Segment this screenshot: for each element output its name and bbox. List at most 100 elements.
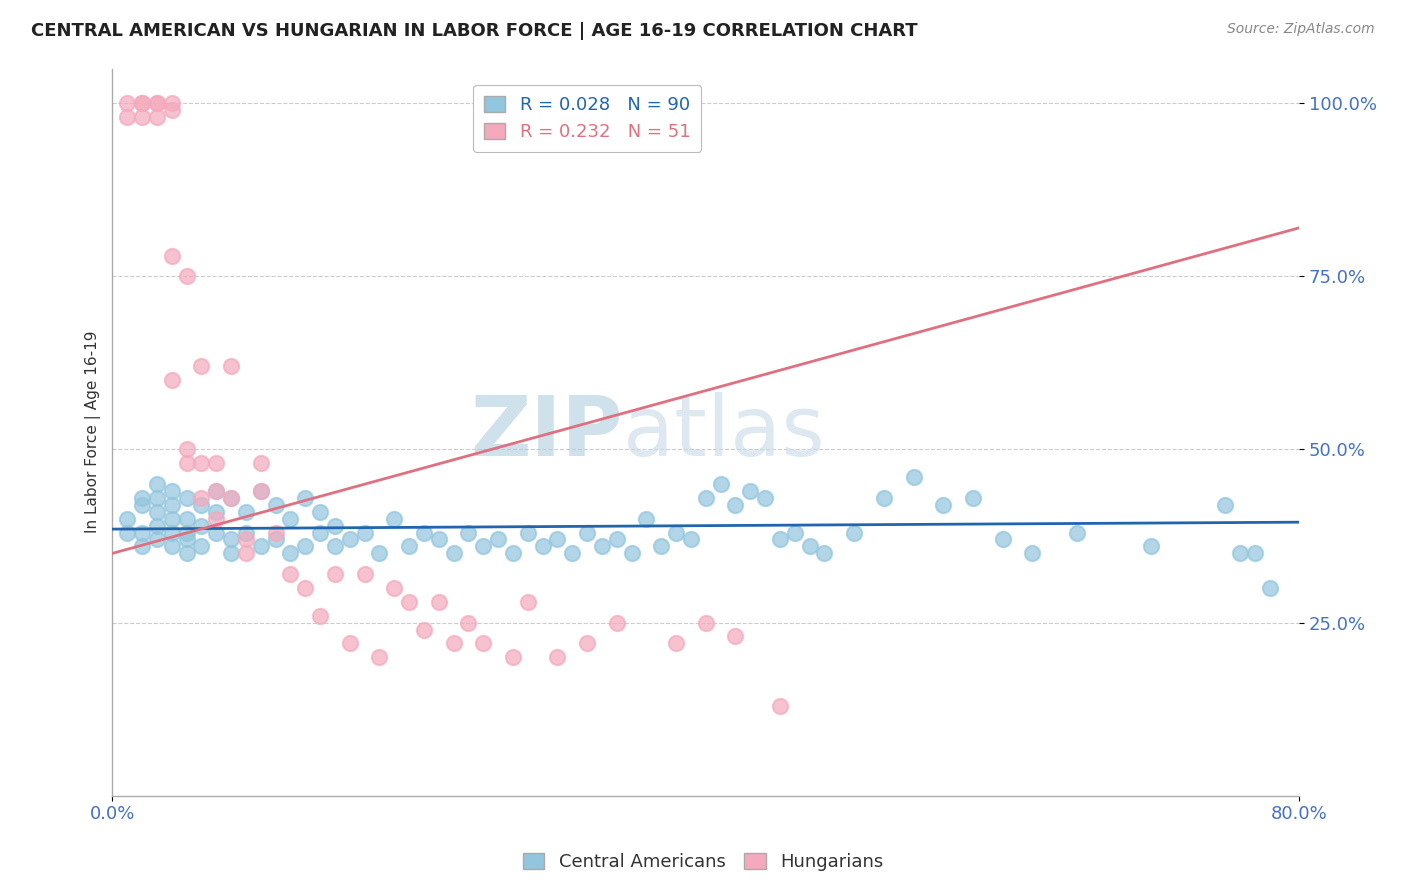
Point [516,595,538,609]
Point [576,525,599,540]
Point [146,533,169,547]
Point [131,540,153,554]
Point [1258,581,1281,595]
Point [160,498,183,512]
Point [502,650,524,665]
Point [740,483,762,498]
Point [591,540,613,554]
Point [382,512,405,526]
Point [176,533,198,547]
Point [769,533,792,547]
Text: CENTRAL AMERICAN VS HUNGARIAN IN LABOR FORCE | AGE 16-19 CORRELATION CHART: CENTRAL AMERICAN VS HUNGARIAN IN LABOR F… [31,22,918,40]
Point [1229,546,1251,560]
Point [131,491,153,505]
Point [546,650,568,665]
Point [131,96,153,111]
Point [1243,546,1265,560]
Point [146,96,169,111]
Point [190,518,212,533]
Point [339,533,361,547]
Point [486,533,509,547]
Point [280,512,302,526]
Point [932,498,955,512]
Point [620,546,643,560]
Point [160,103,183,117]
Point [903,470,925,484]
Point [176,442,198,457]
Point [117,110,139,124]
Point [799,540,821,554]
Point [813,546,835,560]
Point [146,477,169,491]
Point [353,567,375,582]
Point [427,595,450,609]
Point [413,525,436,540]
Point [472,540,495,554]
Point [427,533,450,547]
Point [443,546,465,560]
Point [606,533,628,547]
Point [413,623,436,637]
Point [724,498,747,512]
Point [205,512,228,526]
Point [710,477,733,491]
Point [576,636,599,650]
Text: atlas: atlas [623,392,824,473]
Point [219,546,242,560]
Point [235,525,257,540]
Point [146,518,169,533]
Point [249,540,271,554]
Point [160,96,183,111]
Point [219,491,242,505]
Point [516,525,538,540]
Point [249,483,271,498]
Point [160,512,183,526]
Point [131,498,153,512]
Point [636,512,658,526]
Point [205,525,228,540]
Point [190,491,212,505]
Point [457,615,479,630]
Point [117,525,139,540]
Point [339,636,361,650]
Point [264,498,287,512]
Point [160,373,183,387]
Point [368,546,391,560]
Point [382,581,405,595]
Point [991,533,1014,547]
Point [294,540,316,554]
Point [323,567,346,582]
Point [546,533,568,547]
Point [665,525,688,540]
Point [769,698,792,713]
Point [205,483,228,498]
Point [294,491,316,505]
Point [264,533,287,547]
Point [190,456,212,470]
Point [235,505,257,519]
Point [1140,540,1163,554]
Point [235,546,257,560]
Point [117,96,139,111]
Point [205,456,228,470]
Point [190,498,212,512]
Legend: R = 0.028   N = 90, R = 0.232   N = 51: R = 0.028 N = 90, R = 0.232 N = 51 [472,85,702,152]
Point [754,491,776,505]
Point [264,525,287,540]
Point [176,456,198,470]
Point [606,615,628,630]
Point [176,512,198,526]
Point [1021,546,1043,560]
Point [219,491,242,505]
Point [160,540,183,554]
Point [650,540,672,554]
Point [176,491,198,505]
Point [219,359,242,374]
Point [190,540,212,554]
Point [783,525,806,540]
Point [323,518,346,533]
Point [280,546,302,560]
Point [146,110,169,124]
Text: ZIP: ZIP [470,392,623,473]
Point [679,533,702,547]
